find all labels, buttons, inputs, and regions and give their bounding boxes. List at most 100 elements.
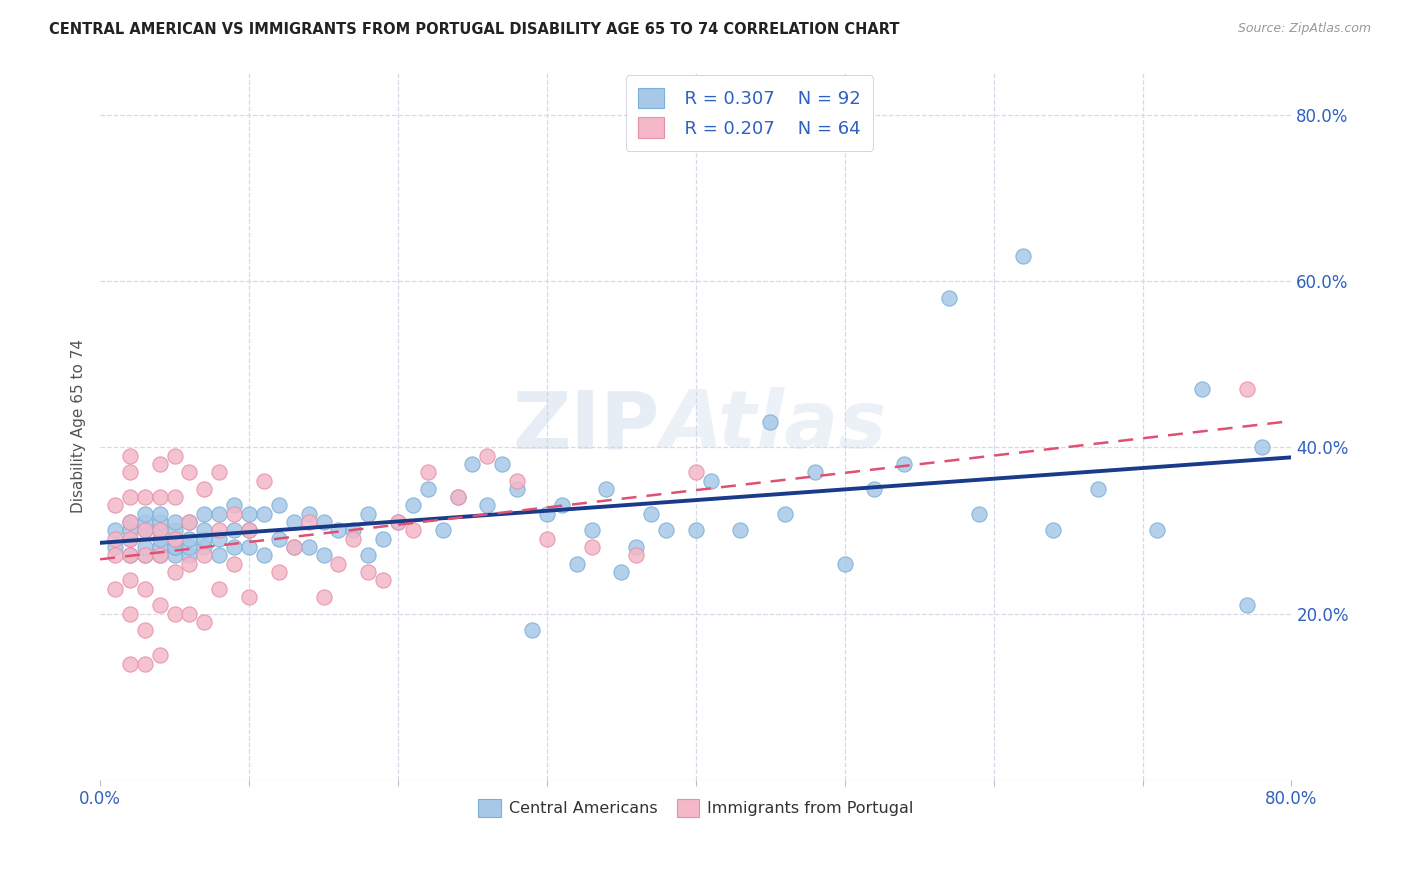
Point (163, 532, 186, 546)
Point (134, 507, 156, 521)
Point (491, 457, 513, 471)
Point (685, 465, 707, 479)
Point (371, 574, 394, 588)
Point (1012, 249, 1035, 263)
Point (610, 565, 633, 579)
Point (149, 490, 172, 504)
Point (179, 607, 201, 621)
Point (149, 524, 172, 538)
Point (416, 465, 439, 479)
Point (208, 549, 231, 563)
Point (134, 582, 156, 596)
Point (208, 524, 231, 538)
Point (193, 507, 215, 521)
Point (193, 482, 215, 496)
Text: Source: ZipAtlas.com: Source: ZipAtlas.com (1237, 22, 1371, 36)
Point (477, 449, 499, 463)
Point (224, 540, 246, 554)
Point (1146, 524, 1168, 538)
Point (402, 499, 425, 513)
Point (163, 515, 186, 529)
Point (118, 465, 141, 479)
Point (104, 540, 127, 554)
Point (149, 457, 172, 471)
Point (1191, 382, 1213, 396)
Point (283, 540, 305, 554)
Point (179, 465, 201, 479)
Text: ZIP: ZIP (513, 387, 659, 466)
Point (193, 524, 215, 538)
Point (342, 524, 364, 538)
Point (1236, 382, 1258, 396)
Point (967, 507, 990, 521)
Point (253, 507, 276, 521)
Point (149, 549, 172, 563)
Point (357, 507, 380, 521)
Point (834, 557, 856, 571)
Point (208, 507, 231, 521)
Point (595, 482, 617, 496)
Point (134, 624, 156, 638)
Point (238, 590, 260, 604)
Point (446, 490, 468, 504)
Point (238, 524, 260, 538)
Point (104, 499, 127, 513)
Point (149, 515, 172, 529)
Point (536, 507, 558, 521)
Point (179, 515, 201, 529)
Point (520, 624, 543, 638)
Point (104, 549, 127, 563)
Point (163, 565, 186, 579)
Point (267, 499, 290, 513)
Point (312, 549, 335, 563)
Point (149, 524, 172, 538)
Point (149, 532, 172, 546)
Point (118, 574, 141, 588)
Point (461, 457, 484, 471)
Point (149, 540, 172, 554)
Point (208, 465, 231, 479)
Point (536, 532, 558, 546)
Point (163, 532, 186, 546)
Point (387, 515, 409, 529)
Point (208, 582, 231, 596)
Point (253, 549, 276, 563)
Point (163, 607, 186, 621)
Point (118, 490, 141, 504)
Point (626, 540, 648, 554)
Point (134, 524, 156, 538)
Point (193, 540, 215, 554)
Point (387, 515, 409, 529)
Point (118, 532, 141, 546)
Point (477, 499, 499, 513)
Point (626, 549, 648, 563)
Point (581, 540, 603, 554)
Point (224, 524, 246, 538)
Point (506, 482, 529, 496)
Y-axis label: Disability Age 65 to 74: Disability Age 65 to 74 (72, 340, 86, 514)
Point (283, 540, 305, 554)
Point (267, 532, 290, 546)
Point (655, 524, 678, 538)
Point (134, 490, 156, 504)
Point (312, 590, 335, 604)
Point (371, 532, 394, 546)
Point (357, 565, 380, 579)
Point (1042, 524, 1064, 538)
Point (149, 507, 172, 521)
Point (685, 524, 707, 538)
Point (134, 515, 156, 529)
Point (551, 499, 574, 513)
Point (328, 557, 350, 571)
Point (238, 524, 260, 538)
Point (773, 507, 796, 521)
Point (699, 474, 721, 488)
Point (134, 524, 156, 538)
Point (312, 515, 335, 529)
Point (163, 490, 186, 504)
Point (134, 657, 156, 671)
Text: Atlas: Atlas (659, 387, 886, 466)
Point (267, 565, 290, 579)
Point (149, 599, 172, 613)
Point (193, 549, 215, 563)
